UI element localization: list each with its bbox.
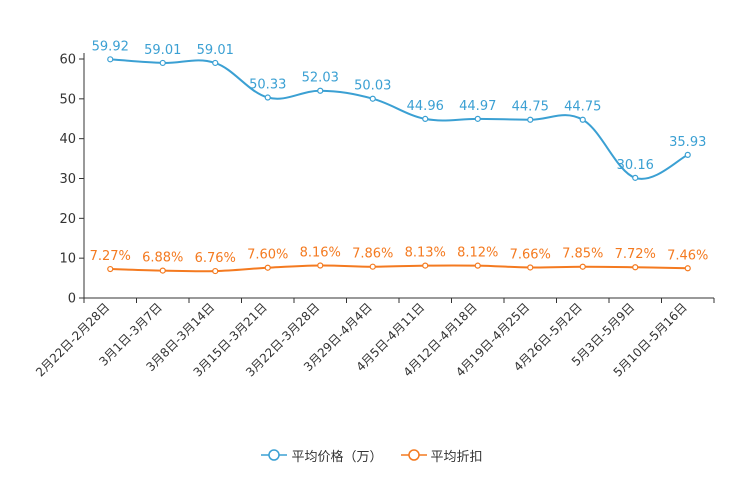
data-label: 50.33	[249, 78, 286, 93]
legend-item-price[interactable]: 平均价格（万）	[261, 446, 383, 465]
y-tick-label: 40	[59, 132, 76, 147]
y-tick-label: 20	[59, 212, 76, 227]
data-point	[317, 87, 324, 94]
data-point	[579, 263, 586, 270]
y-tick-label: 0	[68, 292, 76, 307]
series-line-0	[110, 58, 689, 180]
data-point	[107, 56, 114, 63]
data-label: 8.13%	[405, 246, 446, 261]
data-label: 44.96	[407, 99, 444, 114]
data-point	[264, 264, 271, 271]
y-tick-label: 10	[59, 252, 76, 267]
x-tick-label: 2月22日-2月28日	[33, 300, 112, 379]
data-point	[317, 262, 324, 269]
data-label: 7.60%	[247, 248, 288, 263]
data-label: 59.01	[197, 43, 234, 58]
data-label: 7.66%	[510, 247, 551, 262]
data-point	[579, 116, 586, 123]
data-point	[159, 267, 166, 274]
data-label: 8.12%	[457, 246, 498, 261]
data-point	[422, 262, 429, 269]
data-label: 30.16	[617, 158, 654, 173]
data-label: 44.75	[512, 100, 549, 115]
data-label: 7.72%	[615, 247, 656, 262]
data-point	[212, 267, 219, 275]
data-label: 7.85%	[562, 247, 603, 262]
data-label: 52.03	[302, 71, 339, 86]
data-label: 59.92	[92, 39, 129, 54]
y-tick-label: 50	[59, 92, 76, 107]
data-point	[474, 115, 481, 122]
data-label: 50.03	[354, 79, 391, 94]
data-point	[684, 265, 691, 272]
data-point	[422, 115, 429, 123]
data-label: 59.01	[144, 43, 181, 58]
legend-label-price: 平均价格（万）	[291, 449, 383, 465]
data-point	[684, 151, 691, 158]
data-point	[632, 174, 639, 181]
legend-item-discount[interactable]: 平均折扣	[400, 446, 483, 465]
data-point	[369, 263, 376, 270]
data-point	[369, 95, 376, 102]
data-point	[264, 94, 271, 101]
data-label: 6.76%	[195, 251, 236, 266]
legend-label-discount: 平均折扣	[430, 449, 483, 465]
data-point	[159, 59, 166, 67]
data-label: 44.75	[564, 100, 601, 115]
data-point	[107, 265, 114, 273]
data-label: 7.86%	[352, 247, 393, 262]
data-label: 7.46%	[667, 248, 708, 263]
data-label: 44.97	[459, 99, 496, 114]
y-tick-label: 30	[59, 172, 76, 187]
chart-legend: 平均价格（万） 平均折扣	[0, 444, 744, 466]
data-label: 35.93	[669, 135, 706, 150]
data-label: 6.88%	[142, 251, 183, 266]
data-label: 8.16%	[300, 245, 341, 260]
series-line-1	[110, 264, 688, 273]
data-label: 7.27%	[90, 249, 131, 264]
legend-line-marker-icon	[261, 449, 288, 461]
y-tick-label: 60	[59, 53, 76, 68]
legend-line-marker-icon	[400, 449, 427, 461]
data-point	[527, 116, 534, 123]
data-point	[527, 264, 534, 271]
data-point	[632, 264, 639, 271]
data-point	[474, 262, 481, 269]
data-point	[212, 59, 219, 67]
